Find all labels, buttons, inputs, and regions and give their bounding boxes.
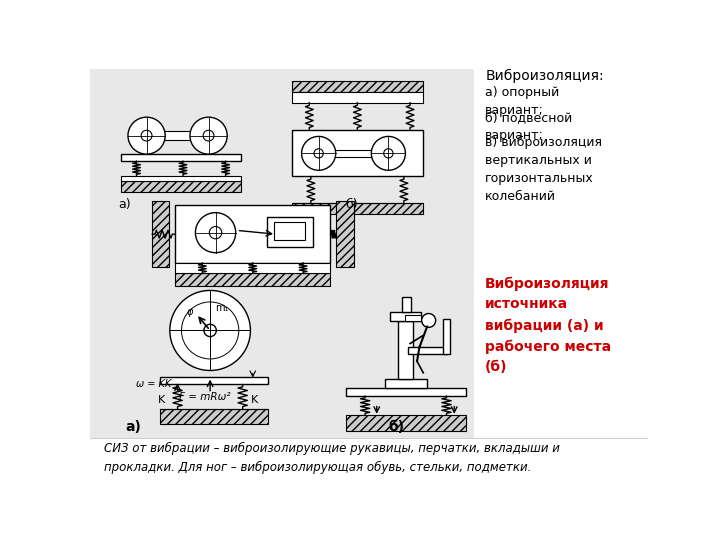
Text: а): а) bbox=[119, 198, 131, 211]
Bar bbox=[90, 69, 474, 273]
Bar bbox=[175, 262, 330, 273]
Text: б): б) bbox=[388, 420, 405, 434]
Bar bbox=[384, 379, 427, 388]
Circle shape bbox=[181, 302, 239, 359]
Bar bbox=[175, 205, 330, 262]
Text: б) подвесной
вариант;: б) подвесной вариант; bbox=[485, 111, 572, 142]
Bar bbox=[121, 181, 241, 192]
Text: в) виброизоляция
вертикальных и
горизонтальных
колебаний: в) виброизоляция вертикальных и горизонт… bbox=[485, 137, 602, 204]
Circle shape bbox=[141, 130, 152, 141]
Text: ω = KK: ω = KK bbox=[137, 380, 172, 389]
Bar bbox=[292, 81, 423, 92]
Circle shape bbox=[195, 213, 235, 253]
Text: Виброизоляция
источника
вибрации (а) и
рабочего места
(б): Виброизоляция источника вибрации (а) и р… bbox=[485, 276, 611, 374]
Text: Виброизоляция:: Виброизоляция: bbox=[485, 69, 604, 83]
Bar bbox=[405, 315, 421, 321]
Bar bbox=[266, 217, 313, 247]
Bar bbox=[334, 150, 390, 157]
Bar bbox=[292, 92, 423, 103]
Bar bbox=[346, 415, 466, 430]
Circle shape bbox=[204, 325, 216, 336]
Text: б): б) bbox=[346, 198, 359, 211]
Bar bbox=[292, 204, 423, 214]
Bar bbox=[160, 409, 269, 424]
Text: φ: φ bbox=[187, 307, 193, 317]
Text: K: K bbox=[158, 395, 165, 405]
Bar bbox=[121, 154, 241, 161]
Bar bbox=[346, 388, 466, 396]
Circle shape bbox=[372, 137, 405, 170]
Text: K: K bbox=[251, 395, 258, 405]
Text: m₁: m₁ bbox=[215, 303, 228, 313]
Bar bbox=[444, 319, 449, 354]
Bar bbox=[336, 201, 354, 267]
Circle shape bbox=[422, 314, 436, 327]
Circle shape bbox=[384, 148, 393, 158]
Bar bbox=[163, 131, 210, 140]
Bar bbox=[397, 321, 413, 379]
Bar bbox=[121, 176, 241, 181]
Text: F = mRω²: F = mRω² bbox=[179, 392, 230, 402]
Text: СИЗ от вибрации – виброизолирующие рукавицы, перчатки, вкладыши и
прокладки. Для: СИЗ от вибрации – виброизолирующие рукав… bbox=[104, 442, 560, 474]
Text: а): а) bbox=[125, 420, 140, 434]
Bar bbox=[152, 201, 169, 267]
Bar bbox=[90, 273, 474, 438]
Bar bbox=[292, 130, 423, 177]
Circle shape bbox=[203, 130, 214, 141]
Circle shape bbox=[128, 117, 165, 154]
Circle shape bbox=[190, 117, 228, 154]
Bar bbox=[160, 377, 269, 384]
Circle shape bbox=[302, 137, 336, 170]
Bar bbox=[408, 347, 446, 354]
Text: а) опорный
вариант;: а) опорный вариант; bbox=[485, 86, 559, 117]
Circle shape bbox=[170, 291, 251, 370]
Bar bbox=[175, 273, 330, 286]
Circle shape bbox=[314, 148, 323, 158]
Bar bbox=[402, 296, 411, 312]
Circle shape bbox=[210, 226, 222, 239]
Bar bbox=[274, 222, 305, 240]
Bar bbox=[390, 312, 421, 321]
